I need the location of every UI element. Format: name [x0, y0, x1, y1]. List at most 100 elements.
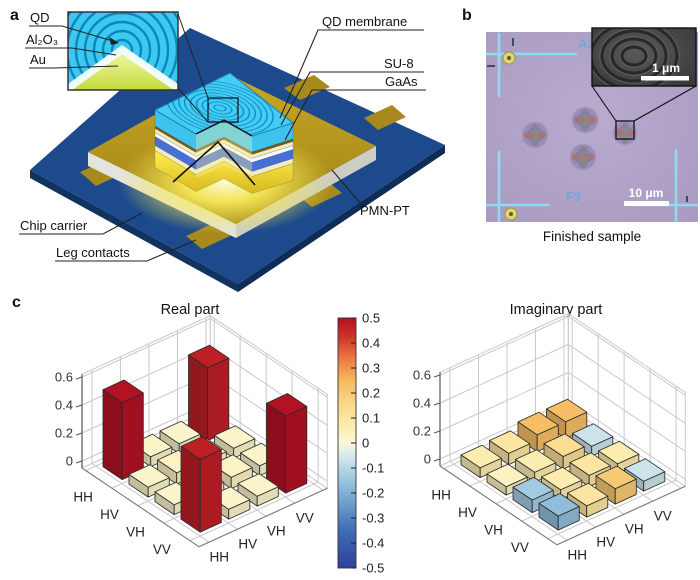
colorbar-tick-label: -0.3 — [362, 511, 384, 526]
colorbar-tick-label: 0.4 — [362, 336, 380, 351]
panel-c-letter: c — [12, 294, 21, 311]
bar-VV-HH-top — [180, 436, 222, 460]
z-tick — [75, 376, 83, 380]
row-label-VV: VV — [511, 540, 529, 555]
row-label-HH: HH — [73, 489, 93, 504]
bar-VV-VV-left — [266, 402, 287, 494]
z-tick — [433, 374, 441, 378]
colorbar-tick-label: 0.2 — [362, 386, 380, 401]
label-chip-carrier: Chip carrier — [20, 218, 88, 233]
floor-grid-line — [449, 461, 568, 541]
bar-HH-VH-top — [159, 420, 201, 445]
z-tick-label: 0 — [66, 454, 73, 469]
bullseye-petal — [579, 145, 587, 157]
sem-ring-highlight — [592, 28, 680, 86]
bar-VV-HV-top — [567, 482, 609, 507]
floor-grid-line — [547, 479, 677, 540]
bar-VH-VV-top — [598, 440, 640, 465]
label-leg-contacts: Leg contacts — [56, 245, 130, 260]
floor-front-edge — [81, 467, 328, 548]
bar-VV-HH-front — [199, 449, 222, 533]
bar-HH-VH-top — [517, 411, 559, 436]
inset-source-square — [615, 120, 635, 140]
sem-connector-right — [633, 85, 697, 122]
bar-HV-VH-top — [543, 433, 585, 457]
bar-VV-VH-top — [595, 465, 637, 490]
bullseye-petal — [573, 116, 585, 124]
sem-scalebar — [641, 76, 689, 81]
colorbar-tick-label: -0.5 — [362, 561, 384, 576]
alignment-tick-marks — [487, 38, 688, 202]
z-tick-label: 0.2 — [413, 424, 431, 439]
real-part-bar3d-chart: 0 0.2 0.4 0.6 HH HV VH VV HH HV VH VV — [55, 314, 328, 565]
chip-carrier-side-left — [30, 170, 238, 292]
bar-VH-HV-top — [541, 466, 583, 491]
col-label-HV: HV — [238, 537, 257, 552]
sem-ring — [610, 37, 658, 75]
row-label-VH: VH — [484, 522, 503, 537]
z-tick — [75, 404, 83, 408]
sem-ring-pattern — [592, 28, 680, 86]
col-label-VV: VV — [654, 509, 672, 524]
bar-VV-VV-front — [285, 406, 308, 494]
colorbar-tick-label: 0.3 — [362, 361, 380, 376]
z-tick — [75, 460, 83, 464]
z-tick-label: 0.6 — [55, 370, 73, 385]
inset-connector-top — [177, 13, 209, 99]
bar-VV-VV-top — [624, 458, 666, 482]
sem-ring-highlight — [609, 36, 659, 76]
colorbar-tick-label: 0.5 — [362, 311, 380, 326]
colorbar: 0.5 0.4 0.3 0.2 0.1 0 -0.1 -0.2 -0.3 -0.4 -0.5 — [337, 311, 384, 576]
sem-ring — [620, 45, 648, 67]
sem-ring-highlight — [599, 28, 669, 84]
col-label-HH: HH — [567, 548, 587, 563]
real-part-title: Real part — [161, 302, 220, 318]
bullseye-device — [571, 106, 599, 134]
row-label-HV: HV — [458, 505, 477, 520]
z-grid-line — [439, 371, 686, 452]
bar-HV-HV-top — [515, 449, 557, 473]
colorbar-tick-label: 0 — [362, 436, 369, 451]
bar-HH-HH-top — [460, 444, 502, 469]
label-qd: QD — [30, 10, 50, 25]
bar-HH-VV-front — [207, 357, 230, 442]
bar-HH-HH-left — [102, 389, 123, 481]
label-gaas: GaAs — [385, 74, 418, 89]
stack-layer-6 — [154, 150, 294, 194]
bullseye-ring — [577, 112, 593, 128]
bar-HV-HH-top — [128, 464, 170, 488]
chip-carrier-side-right — [238, 145, 445, 292]
row-label-VH: VH — [126, 524, 145, 539]
floor-front-edge — [439, 465, 686, 546]
panel-b-micrograph: b A3 F3 10 μm — [462, 7, 698, 244]
col-label-VH: VH — [267, 524, 286, 539]
bullseye-petal — [535, 131, 547, 139]
bullseye-petal — [614, 129, 625, 137]
bullseye-petal — [585, 116, 597, 124]
col-label-HH: HH — [209, 550, 229, 565]
colorbar-tick-label: -0.1 — [362, 461, 384, 476]
colorbar-tick-label: -0.2 — [362, 486, 384, 501]
bar-HV-HH-top — [486, 463, 528, 488]
sem-connector-left — [591, 85, 617, 122]
sem-ring — [600, 29, 668, 83]
floor-grid-line — [91, 463, 210, 543]
label-pmnpt: PMN-PT — [360, 203, 410, 218]
bar-VH-HH-top — [512, 476, 554, 501]
z-tick-label: 0.4 — [55, 398, 73, 413]
bullseye-petal — [571, 153, 583, 161]
micrograph-caption: Finished sample — [543, 229, 641, 244]
bar-HH-HV-top — [489, 430, 531, 454]
bar-HV-VV-top — [572, 423, 614, 447]
z-tick — [433, 458, 441, 462]
sem-inset-border — [591, 27, 697, 87]
bar-HH-VV-top — [188, 344, 230, 369]
label-qd-membrane: QD membrane — [322, 14, 407, 29]
panel-a-inset — [67, 11, 179, 91]
registration-donut-marks — [502, 51, 518, 221]
membrane-stack-layers — [154, 109, 294, 194]
row-label-HH: HH — [431, 487, 451, 502]
sem-ring — [592, 28, 679, 86]
bullseye-petal — [531, 123, 539, 135]
